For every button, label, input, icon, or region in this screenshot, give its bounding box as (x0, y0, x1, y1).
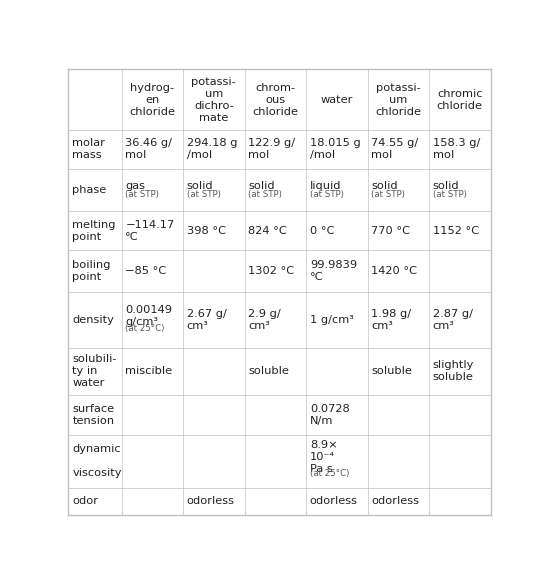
Text: 8.9×
10⁻⁴
Pa s: 8.9× 10⁻⁴ Pa s (310, 441, 337, 474)
Text: 0.0728
N/m: 0.0728 N/m (310, 404, 349, 426)
Text: odorless: odorless (310, 496, 358, 507)
Text: −114.17
°C: −114.17 °C (125, 219, 174, 241)
Text: slightly
soluble: slightly soluble (433, 361, 474, 383)
Text: −85 °C: −85 °C (125, 266, 167, 276)
Text: 122.9 g/
mol: 122.9 g/ mol (249, 138, 295, 160)
Text: (at STP): (at STP) (371, 190, 405, 199)
Text: 770 °C: 770 °C (371, 225, 410, 236)
Text: 0 °C: 0 °C (310, 225, 334, 236)
Text: 1420 °C: 1420 °C (371, 266, 417, 276)
Text: solid: solid (187, 181, 214, 191)
Text: hydrog-
en
chloride: hydrog- en chloride (129, 83, 175, 117)
Text: liquid: liquid (310, 181, 341, 191)
Text: 1 g/cm³: 1 g/cm³ (310, 315, 354, 325)
Text: 824 °C: 824 °C (249, 225, 287, 236)
Text: dynamic

viscosity: dynamic viscosity (72, 444, 122, 478)
Text: odorless: odorless (187, 496, 235, 507)
Text: chromic
chloride: chromic chloride (437, 89, 483, 111)
Text: solubili-
ty in
water: solubili- ty in water (72, 354, 117, 389)
Text: 0.00149
g/cm³: 0.00149 g/cm³ (125, 306, 172, 328)
Text: 2.67 g/
cm³: 2.67 g/ cm³ (187, 309, 227, 331)
Text: 1302 °C: 1302 °C (249, 266, 294, 276)
Text: (at STP): (at STP) (125, 190, 159, 199)
Text: 1152 °C: 1152 °C (433, 225, 479, 236)
Text: 36.46 g/
mol: 36.46 g/ mol (125, 138, 172, 160)
Text: potassi-
um
dichro-
mate: potassi- um dichro- mate (191, 77, 236, 123)
Text: 18.015 g
/mol: 18.015 g /mol (310, 138, 360, 160)
Text: molar
mass: molar mass (72, 138, 105, 160)
Text: surface
tension: surface tension (72, 404, 114, 426)
Text: 398 °C: 398 °C (187, 225, 226, 236)
Text: melting
point: melting point (72, 219, 116, 241)
Text: 158.3 g/
mol: 158.3 g/ mol (433, 138, 480, 160)
Text: phase: phase (72, 185, 107, 195)
Text: (at STP): (at STP) (249, 190, 282, 199)
Text: solid: solid (249, 181, 275, 191)
Text: 2.87 g/
cm³: 2.87 g/ cm³ (433, 309, 473, 331)
Text: solid: solid (371, 181, 398, 191)
Text: water: water (320, 95, 353, 105)
Text: 74.55 g/
mol: 74.55 g/ mol (371, 138, 419, 160)
Text: chrom-
ous
chloride: chrom- ous chloride (252, 83, 298, 117)
Text: (at STP): (at STP) (433, 190, 467, 199)
Text: soluble: soluble (371, 367, 412, 376)
Text: density: density (72, 315, 114, 325)
Text: 99.9839
°C: 99.9839 °C (310, 261, 357, 283)
Text: 1.98 g/
cm³: 1.98 g/ cm³ (371, 309, 411, 331)
Text: soluble: soluble (249, 367, 289, 376)
Text: potassi-
um
chloride: potassi- um chloride (376, 83, 421, 117)
Text: 2.9 g/
cm³: 2.9 g/ cm³ (249, 309, 281, 331)
Text: boiling
point: boiling point (72, 261, 111, 283)
Text: (at 25°C): (at 25°C) (125, 324, 165, 334)
Text: miscible: miscible (125, 367, 172, 376)
Text: (at STP): (at STP) (187, 190, 221, 199)
Text: odorless: odorless (371, 496, 419, 507)
Text: (at STP): (at STP) (310, 190, 344, 199)
Text: solid: solid (433, 181, 459, 191)
Text: odor: odor (72, 496, 99, 507)
Text: 294.18 g
/mol: 294.18 g /mol (187, 138, 237, 160)
Text: (at 25°C): (at 25°C) (310, 469, 349, 478)
Text: gas: gas (125, 181, 146, 191)
